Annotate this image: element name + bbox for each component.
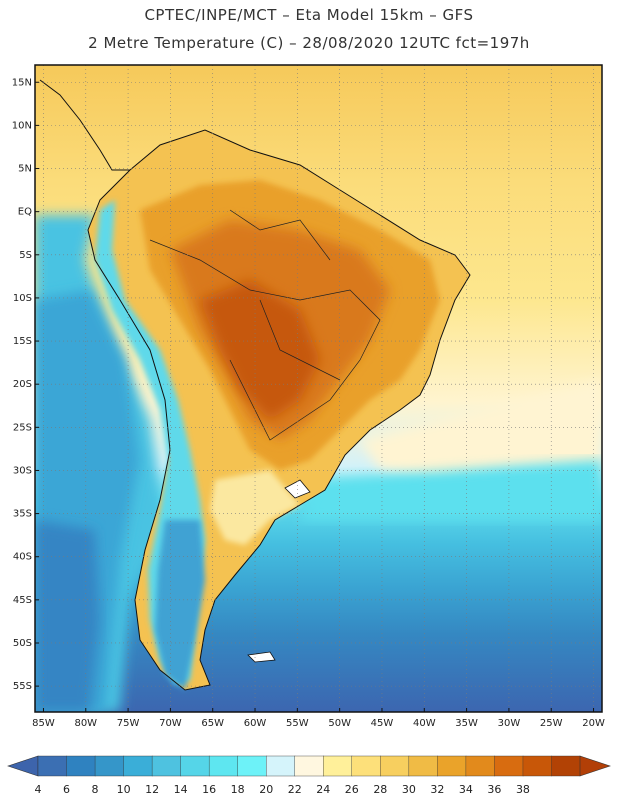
lat-label: 15S [13,336,32,347]
lon-label: 75W [117,718,140,729]
lon-label: 65W [201,718,224,729]
lat-label: 40S [13,552,32,563]
lat-label: 10S [13,293,32,304]
colorbar-swatch [37,755,68,777]
lon-label: 20W [582,718,605,729]
central-america-coast [39,79,130,171]
lon-label: 50W [328,718,351,729]
lat-label: 20S [13,379,32,390]
colorbar-label: 36 [487,783,501,796]
lon-label: 70W [159,718,182,729]
colorbar-swatch [351,755,381,777]
colorbar-swatch [294,755,324,777]
lat-label: 5N [18,164,32,175]
colorbar-label: 34 [459,783,473,796]
colorbar-label: 28 [373,783,387,796]
colorbar-label: 4 [35,783,42,796]
map-subtitle: 2 Metre Temperature (C) – 28/08/2020 12U… [88,34,530,52]
colorbar-swatch [551,755,581,777]
colorbar-label: 14 [174,783,188,796]
hottest-core-zone [200,280,320,420]
colorbar-swatch [465,755,495,777]
latitude-labels: 15N 10N 5N EQ 5S 10S 15S 20S 25S 30S 35S 40S 45S 50S 5… [12,77,39,692]
colorbar-label: 16 [202,783,216,796]
colorbar-label: 18 [231,783,245,796]
lat-label: 55S [13,681,32,692]
map-field [35,65,602,712]
colorbar-swatch [94,755,125,777]
map-title: CPTEC/INPE/MCT – Eta Model 15km – GFS [144,6,474,24]
lon-label: 25W [540,718,563,729]
pacific-coldest-zone [35,520,100,712]
colorbar: 4 6 8 10 12 14 16 18 20 22 24 26 28 30 32 34 36 38 [7,755,611,796]
colorbar-label: 22 [288,783,302,796]
colorbar-under-arrow [7,755,39,777]
colorbar-swatch [208,755,239,777]
lon-label: 30W [498,718,521,729]
lon-label: 40W [413,718,436,729]
lat-label: 30S [13,465,32,476]
colorbar-label: 38 [516,783,530,796]
colorbar-swatch [494,755,524,777]
country-borders [149,209,381,441]
lat-label: 5S [19,250,32,261]
colorbar-label: 8 [92,783,99,796]
colorbar-swatch [437,755,467,777]
colorbar-swatch [237,755,267,777]
lat-label: EQ [18,207,32,218]
lon-label: 80W [74,718,97,729]
colorbar-label: 32 [430,783,444,796]
colorbar-swatch [408,755,438,777]
coastline [87,129,471,691]
colorbar-label: 30 [402,783,416,796]
lat-label: 15N [12,77,32,88]
lon-label: 35W [455,718,478,729]
colorbar-swatch [380,755,410,777]
colorbar-swatch [151,755,182,777]
lon-label: 85W [32,718,55,729]
longitude-labels: 85W 80W 75W 70W 65W 60W 55W 50W 45W 40W 35W 30W 25W 2… [32,708,605,729]
colorbar-swatch [123,755,153,777]
colorbar-label: 12 [145,783,159,796]
colorbar-label: 24 [316,783,330,796]
colorbar-swatch [323,755,353,777]
lat-label: 50S [13,638,32,649]
lon-label: 55W [286,718,309,729]
lat-lon-grid [35,65,602,712]
lat-label: 25S [13,422,32,433]
map-frame [34,64,603,713]
colorbar-swatch [66,755,96,777]
colorbar-over-arrow [579,755,611,777]
atlantic-mild-zone [360,380,602,480]
colorbar-swatch [266,755,296,777]
patagonia-cold-zone [155,520,205,690]
colorbar-swatch [180,755,210,777]
pampas-mild-zone [210,470,300,545]
lat-label: 10N [12,120,32,131]
lat-label: 45S [13,595,32,606]
falkland-islands [247,651,276,663]
lon-label: 60W [244,718,267,729]
lon-label: 45W [371,718,394,729]
colorbar-label: 10 [117,783,131,796]
lat-label: 35S [13,509,32,520]
colorbar-label: 6 [63,783,70,796]
colorbar-label: 20 [259,783,273,796]
atlantic-cool-zone [300,460,602,520]
colorbar-swatch [522,755,552,777]
colorbar-label: 26 [345,783,359,796]
